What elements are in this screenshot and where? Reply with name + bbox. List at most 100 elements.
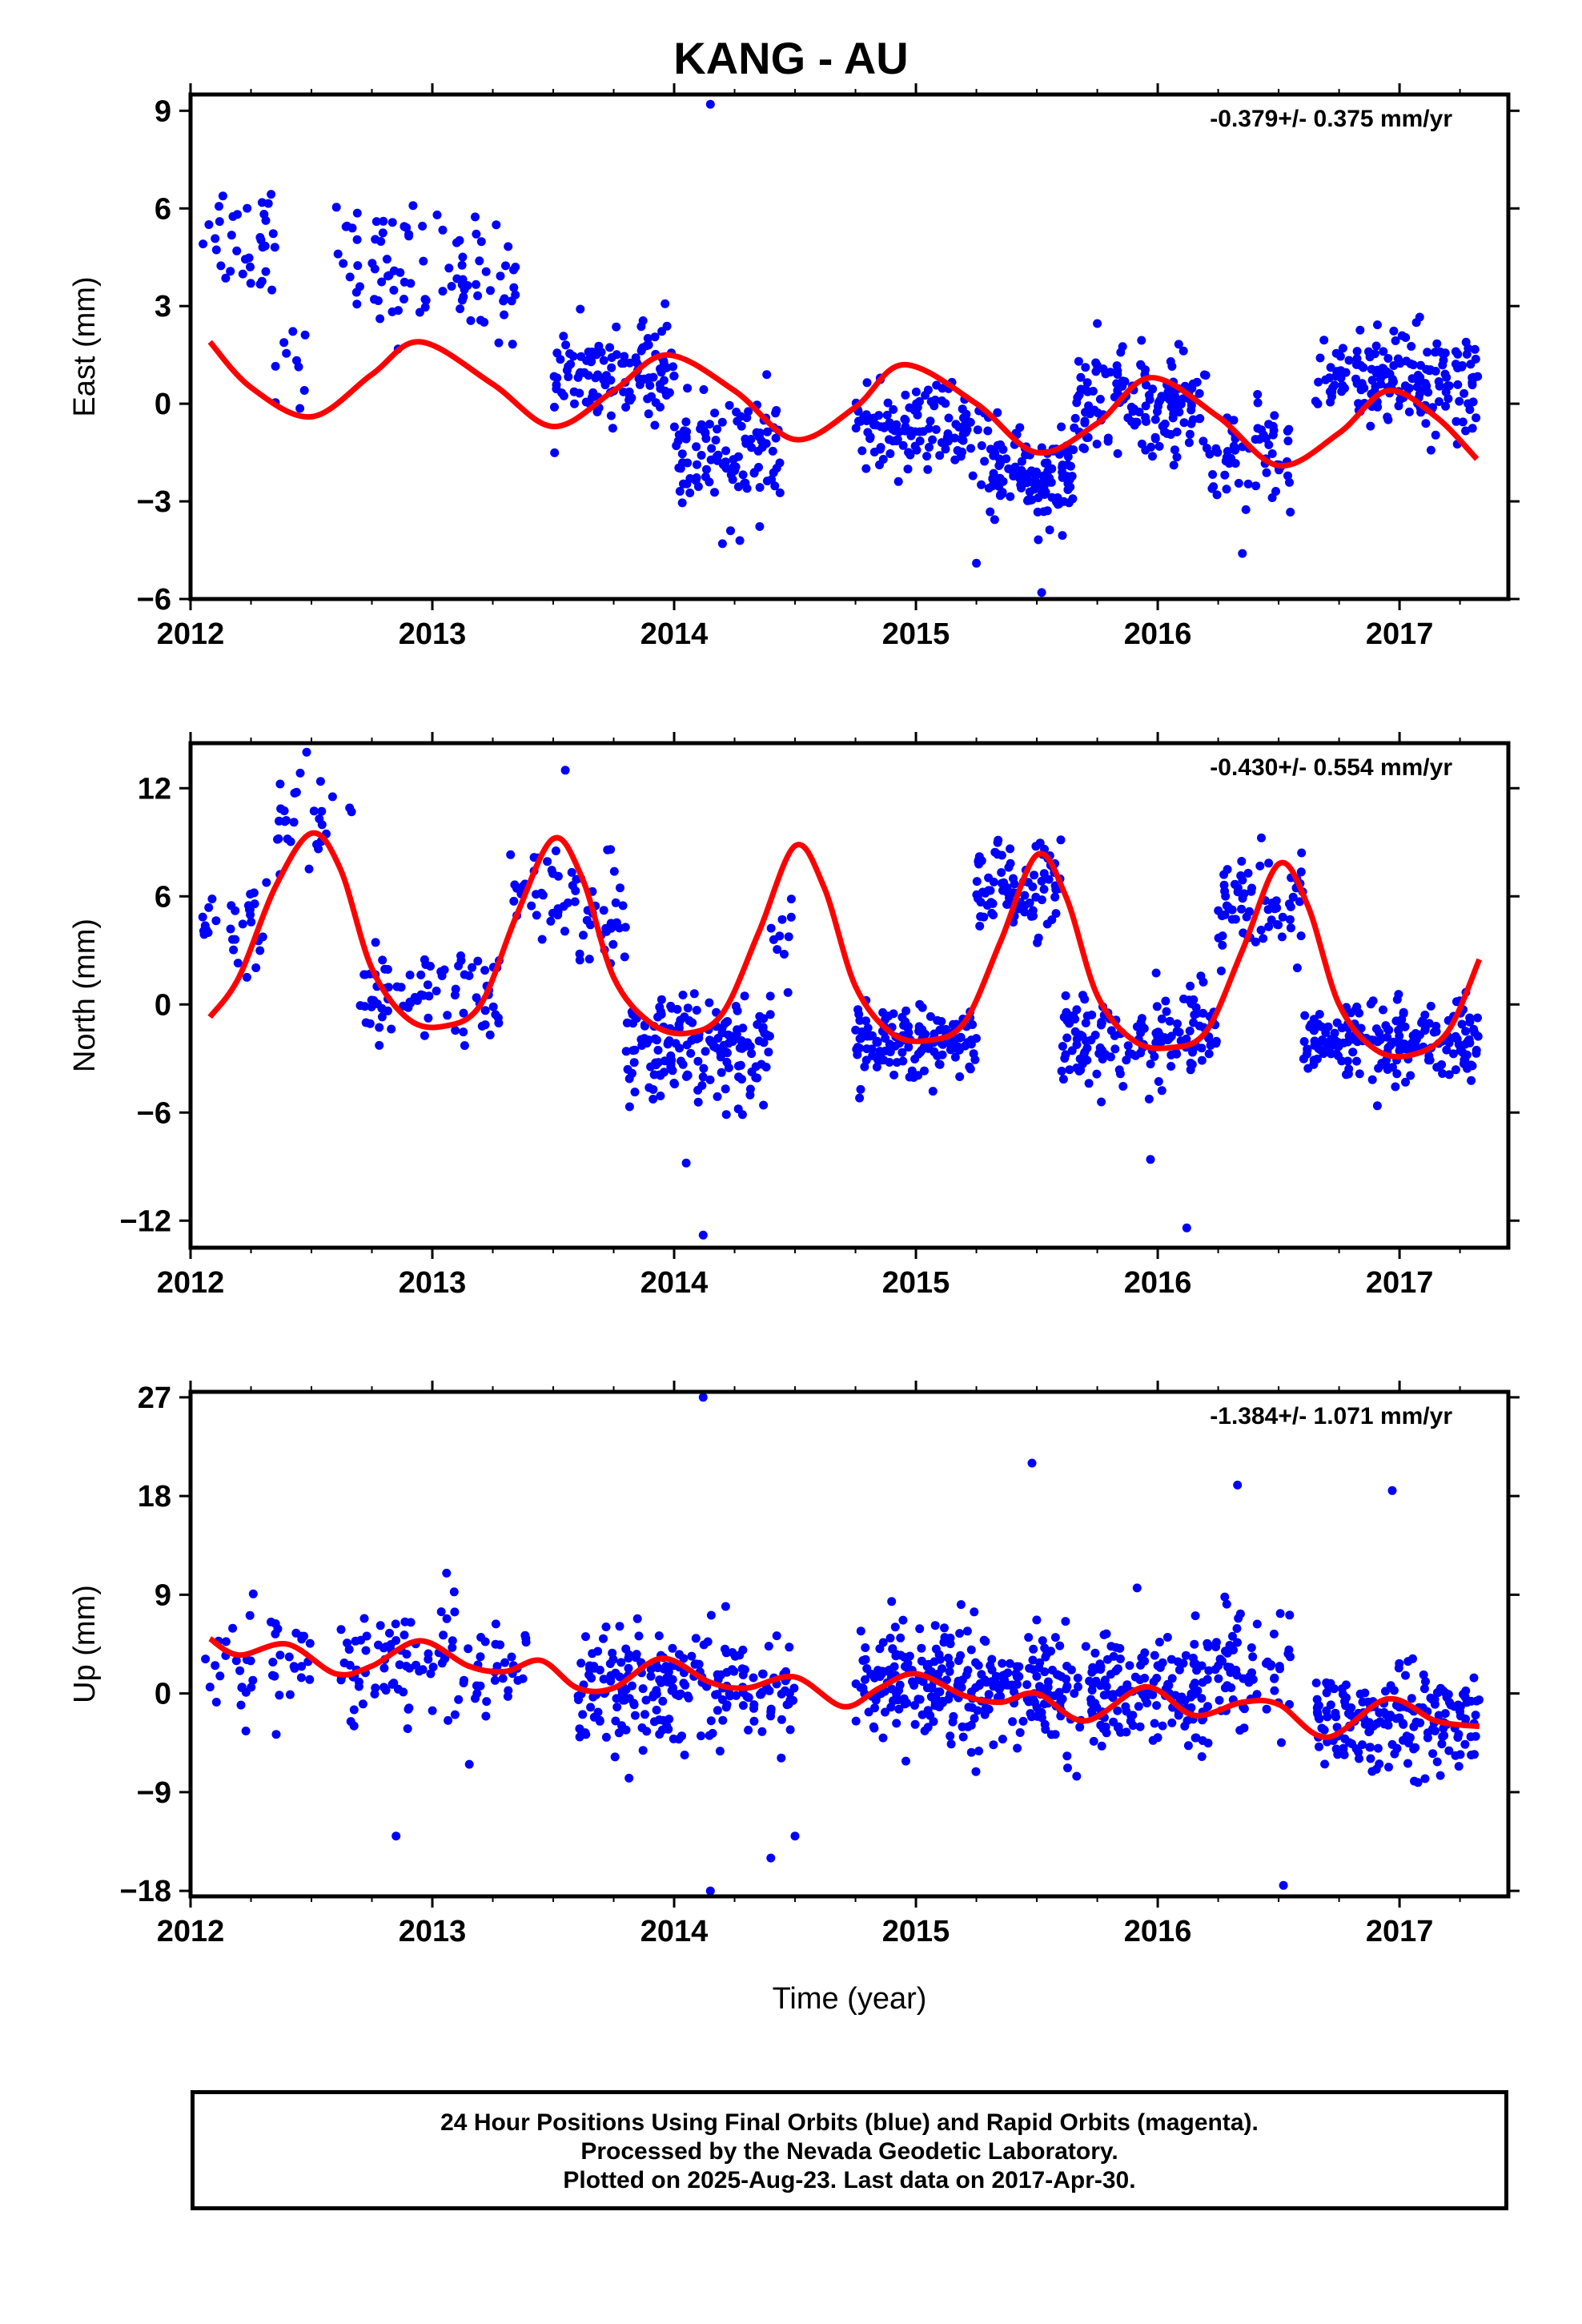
data-point xyxy=(721,1602,730,1611)
data-point xyxy=(596,348,606,357)
data-point xyxy=(1303,1063,1313,1073)
data-point xyxy=(599,906,608,915)
data-point xyxy=(1461,1686,1471,1695)
data-point xyxy=(732,408,741,416)
data-point xyxy=(1285,915,1295,924)
data-point xyxy=(1092,440,1102,448)
data-point xyxy=(646,1671,656,1681)
panel-up: −18 −9 0 9 18 27 2012 2013 2014 2015 2016 2017 Up (m… xyxy=(68,1381,1520,1948)
data-point xyxy=(999,1680,1009,1690)
data-point xyxy=(737,1075,746,1084)
data-point xyxy=(987,1665,997,1675)
data-point xyxy=(1208,470,1218,479)
data-point xyxy=(1419,1684,1429,1694)
data-point xyxy=(1283,471,1292,480)
data-point xyxy=(221,1637,231,1647)
data-point xyxy=(644,1035,653,1045)
data-point xyxy=(934,1650,944,1659)
data-point xyxy=(1037,443,1046,452)
y-axis-label: North (mm) xyxy=(68,919,102,1072)
data-point xyxy=(1213,448,1223,457)
data-point xyxy=(1401,1077,1410,1087)
data-point xyxy=(403,1724,412,1734)
data-point xyxy=(747,1049,757,1059)
data-point xyxy=(856,1626,865,1636)
data-point xyxy=(1171,1048,1181,1058)
data-point xyxy=(785,1695,795,1705)
data-point xyxy=(1193,1686,1203,1695)
data-point xyxy=(1464,1035,1474,1044)
data-point xyxy=(996,457,1006,467)
data-point xyxy=(721,1648,731,1658)
data-point xyxy=(619,359,628,368)
data-point xyxy=(656,1092,665,1100)
data-point xyxy=(1269,425,1279,435)
data-point xyxy=(1332,1018,1342,1027)
data-point xyxy=(586,920,595,930)
data-point xyxy=(931,424,941,434)
data-point xyxy=(710,408,720,418)
data-point xyxy=(662,391,671,400)
data-point xyxy=(785,1689,794,1698)
data-point xyxy=(1243,868,1253,878)
data-point xyxy=(1367,376,1377,385)
data-point xyxy=(1186,419,1196,428)
data-point xyxy=(1150,1651,1159,1660)
data-point xyxy=(1384,1763,1393,1772)
data-point xyxy=(1061,991,1070,1000)
data-point xyxy=(1300,1011,1310,1020)
data-point xyxy=(737,421,746,431)
data-point xyxy=(1286,1652,1295,1662)
data-point xyxy=(1351,374,1360,384)
data-point xyxy=(1015,423,1025,432)
data-point xyxy=(1162,1633,1172,1642)
data-point xyxy=(559,391,568,400)
data-point xyxy=(701,472,710,481)
data-point xyxy=(575,949,584,959)
data-point xyxy=(333,249,343,259)
data-point xyxy=(1087,1707,1096,1716)
data-point xyxy=(606,411,616,420)
data-point xyxy=(885,1634,895,1642)
data-point xyxy=(1029,1695,1038,1705)
data-point xyxy=(1146,1155,1155,1164)
data-point xyxy=(970,1607,979,1617)
data-point xyxy=(783,987,793,997)
model-curve xyxy=(207,339,1480,468)
data-point xyxy=(713,1092,722,1101)
data-point xyxy=(765,991,775,1001)
data-point xyxy=(1135,1722,1145,1731)
x-tick-label: 2017 xyxy=(1366,617,1434,651)
data-point xyxy=(659,376,669,385)
data-point xyxy=(1317,1723,1327,1733)
data-point xyxy=(987,481,997,491)
data-point xyxy=(1275,1662,1284,1671)
data-point xyxy=(923,385,933,395)
data-point xyxy=(1203,1642,1213,1651)
data-point xyxy=(941,444,950,454)
data-point xyxy=(689,989,699,999)
data-point xyxy=(701,1047,710,1056)
data-point xyxy=(926,1011,935,1021)
data-point xyxy=(650,420,660,430)
data-point xyxy=(1340,1734,1350,1743)
data-point xyxy=(1403,1759,1412,1768)
data-point xyxy=(1013,1679,1022,1689)
data-point xyxy=(233,210,242,219)
data-point xyxy=(556,355,565,364)
data-point xyxy=(247,917,256,927)
data-point xyxy=(1078,991,1087,1000)
data-point xyxy=(460,1041,469,1051)
data-point xyxy=(1012,1662,1022,1671)
data-point xyxy=(352,235,362,244)
x-tick-label: 2017 xyxy=(1366,1915,1434,1948)
data-point xyxy=(1167,1718,1177,1727)
data-point xyxy=(1042,919,1052,929)
data-point xyxy=(624,1654,633,1663)
data-point xyxy=(1154,1638,1164,1647)
data-point xyxy=(989,877,998,887)
data-point xyxy=(408,201,418,211)
data-point xyxy=(1464,399,1473,408)
data-point xyxy=(753,1019,762,1029)
data-point xyxy=(910,1701,919,1710)
